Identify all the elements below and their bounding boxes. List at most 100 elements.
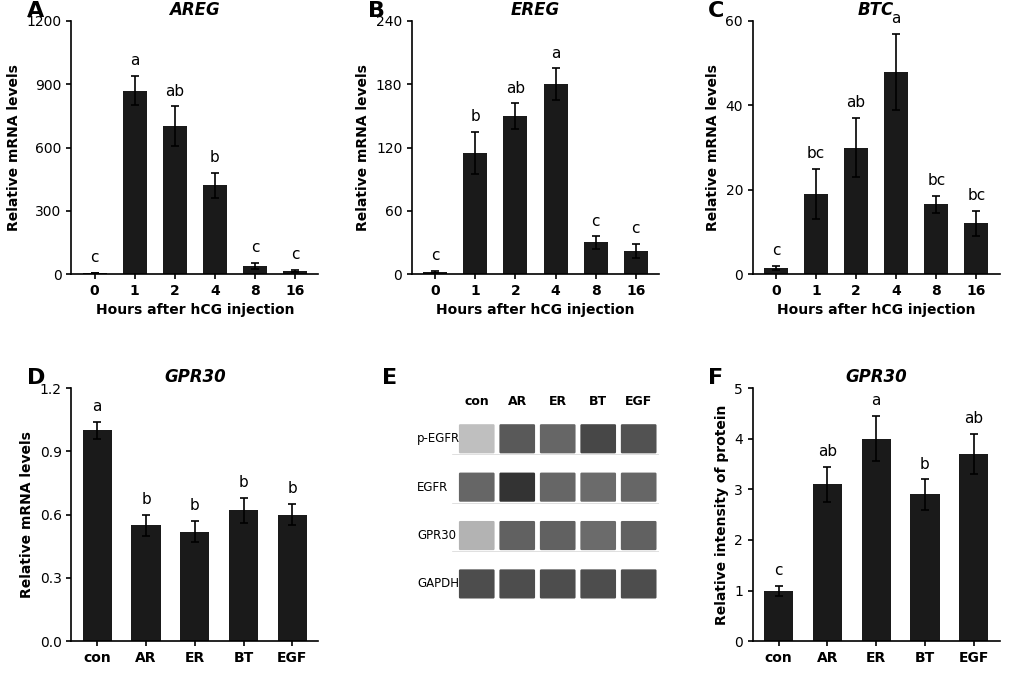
Text: EGF: EGF	[625, 395, 652, 408]
Text: A: A	[26, 1, 44, 21]
FancyBboxPatch shape	[459, 424, 494, 453]
Bar	[958, 454, 987, 641]
FancyBboxPatch shape	[621, 521, 656, 550]
Bar	[131, 526, 161, 641]
Text: C: C	[707, 1, 723, 21]
Bar	[543, 84, 567, 274]
Text: b: b	[238, 475, 249, 490]
Text: a: a	[550, 46, 559, 61]
Y-axis label: Relative mRNA levels: Relative mRNA levels	[20, 431, 34, 598]
Text: ab: ab	[505, 81, 525, 95]
Text: c: c	[771, 243, 780, 258]
Text: EGFR: EGFR	[417, 481, 447, 493]
Y-axis label: Relative mRNA levels: Relative mRNA levels	[356, 64, 370, 231]
FancyBboxPatch shape	[459, 473, 494, 502]
FancyBboxPatch shape	[539, 473, 575, 502]
Y-axis label: Relative mRNA levels: Relative mRNA levels	[7, 64, 21, 231]
Bar	[282, 271, 307, 274]
Text: D: D	[26, 368, 45, 388]
Bar	[763, 590, 793, 641]
Bar	[203, 185, 226, 274]
Title: GPR30: GPR30	[845, 369, 906, 387]
Text: bc: bc	[806, 146, 824, 161]
FancyBboxPatch shape	[580, 473, 615, 502]
FancyBboxPatch shape	[621, 569, 656, 599]
Text: B: B	[367, 1, 384, 21]
FancyBboxPatch shape	[459, 569, 494, 599]
Text: con: con	[464, 395, 489, 408]
Text: c: c	[773, 563, 782, 578]
Text: b: b	[919, 457, 929, 472]
X-axis label: Hours after hCG injection: Hours after hCG injection	[436, 303, 634, 317]
Text: c: c	[431, 248, 439, 263]
X-axis label: Hours after hCG injection: Hours after hCG injection	[96, 303, 293, 317]
Bar	[844, 148, 867, 274]
FancyBboxPatch shape	[499, 473, 535, 502]
Text: c: c	[631, 221, 639, 236]
Bar	[83, 430, 112, 641]
Bar	[909, 494, 938, 641]
Text: a: a	[870, 393, 880, 408]
Text: b: b	[210, 151, 219, 165]
FancyBboxPatch shape	[499, 424, 535, 453]
Text: c: c	[290, 247, 299, 262]
Text: b: b	[190, 498, 200, 514]
Bar	[812, 484, 842, 641]
Text: AR: AR	[507, 395, 527, 408]
Text: bc: bc	[966, 188, 984, 204]
Bar	[503, 116, 527, 274]
Bar	[883, 72, 907, 274]
FancyBboxPatch shape	[580, 424, 615, 453]
Text: a: a	[891, 11, 900, 26]
Text: p-EGFR: p-EGFR	[417, 432, 460, 445]
Text: c: c	[591, 213, 599, 229]
FancyBboxPatch shape	[459, 521, 494, 550]
Text: b: b	[470, 109, 480, 124]
Bar	[122, 91, 147, 274]
Title: GPR30: GPR30	[164, 369, 225, 387]
Bar	[763, 268, 788, 274]
Text: c: c	[91, 250, 99, 265]
Text: E: E	[382, 368, 397, 388]
Title: BTC: BTC	[857, 1, 894, 20]
Text: ER: ER	[548, 395, 567, 408]
Title: EREG: EREG	[511, 1, 559, 20]
Bar	[228, 510, 258, 641]
X-axis label: Hours after hCG injection: Hours after hCG injection	[776, 303, 974, 317]
Text: GAPDH: GAPDH	[417, 577, 459, 590]
Y-axis label: Relative intensity of protein: Relative intensity of protein	[714, 404, 728, 625]
Text: ab: ab	[165, 84, 184, 99]
Text: bc: bc	[926, 174, 945, 188]
Bar	[163, 126, 186, 274]
Bar	[423, 272, 447, 274]
Text: b: b	[141, 492, 151, 507]
FancyBboxPatch shape	[499, 569, 535, 599]
Text: BT: BT	[589, 395, 606, 408]
FancyBboxPatch shape	[539, 424, 575, 453]
Bar	[923, 204, 948, 274]
Bar	[803, 194, 827, 274]
FancyBboxPatch shape	[580, 569, 615, 599]
Text: c: c	[251, 240, 259, 255]
Bar	[861, 438, 890, 641]
Bar	[83, 273, 107, 274]
Text: ab: ab	[846, 95, 865, 110]
Bar	[583, 243, 607, 274]
Y-axis label: Relative mRNA levels: Relative mRNA levels	[705, 64, 719, 231]
Text: b: b	[287, 482, 297, 496]
Text: ab: ab	[817, 444, 837, 459]
Text: ab: ab	[963, 411, 982, 426]
FancyBboxPatch shape	[621, 424, 656, 453]
Text: GPR30: GPR30	[417, 529, 455, 542]
FancyBboxPatch shape	[580, 521, 615, 550]
Text: a: a	[93, 399, 102, 414]
Bar	[277, 514, 307, 641]
FancyBboxPatch shape	[499, 521, 535, 550]
Bar	[180, 532, 209, 641]
FancyBboxPatch shape	[539, 521, 575, 550]
FancyBboxPatch shape	[539, 569, 575, 599]
Text: F: F	[707, 368, 722, 388]
Text: a: a	[129, 53, 140, 68]
Bar	[463, 153, 487, 274]
FancyBboxPatch shape	[621, 473, 656, 502]
